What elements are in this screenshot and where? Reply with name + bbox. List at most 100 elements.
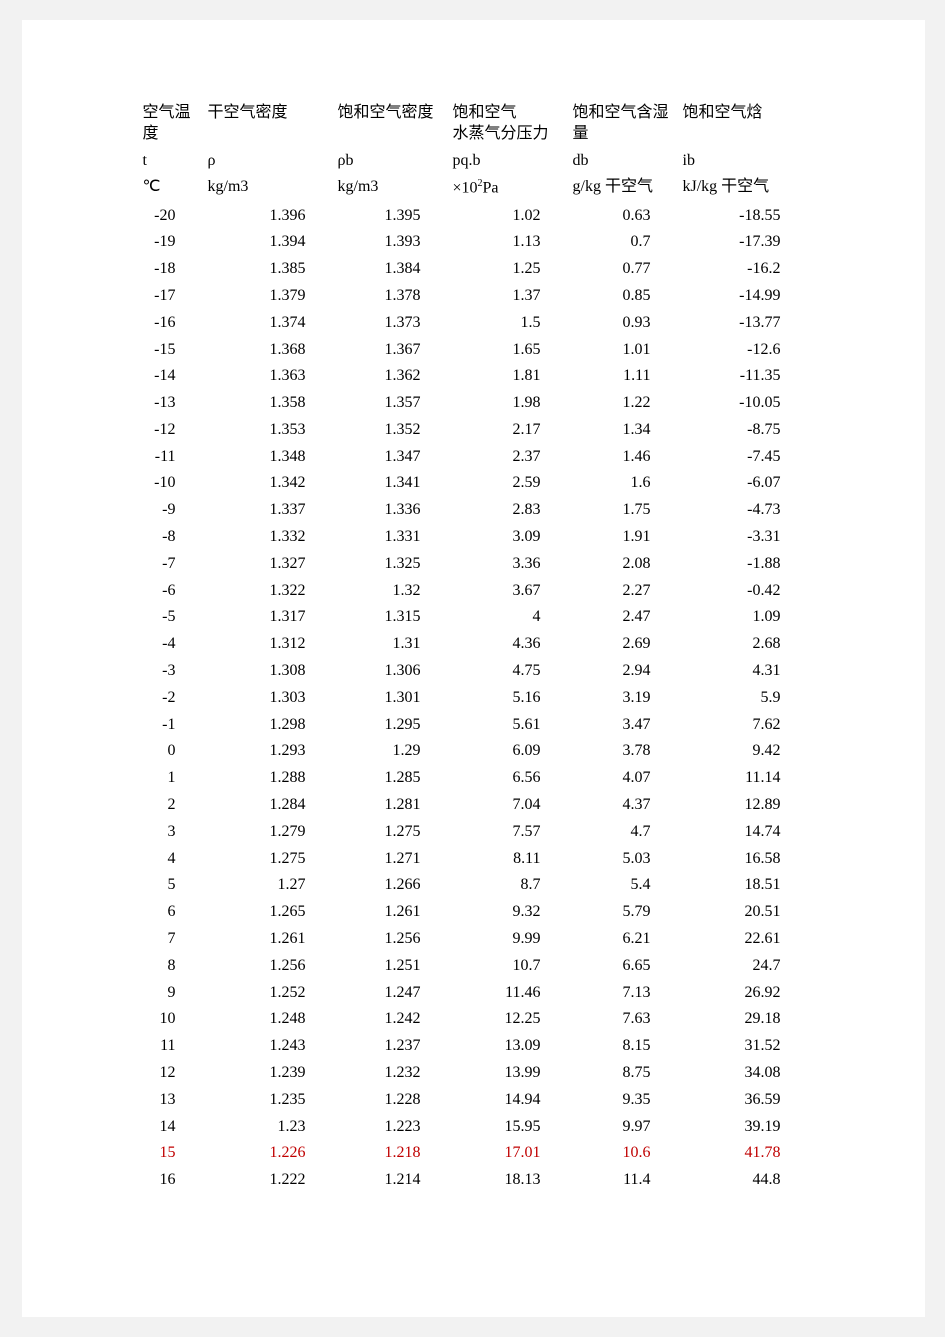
table-row: 61.2651.2619.325.7920.51	[139, 899, 809, 926]
table-row: -81.3321.3313.091.91-3.31	[139, 524, 809, 551]
table-cell: 2.37	[449, 444, 569, 471]
table-cell: 1.29	[334, 738, 449, 765]
table-cell: 1.363	[204, 363, 334, 390]
table-cell: 1.256	[204, 953, 334, 980]
table-row: -11.2981.2955.613.477.62	[139, 712, 809, 739]
table-cell: 5	[139, 872, 204, 899]
table-cell: 3.47	[569, 712, 679, 739]
table-cell: 0.77	[569, 256, 679, 283]
table-cell: 1.327	[204, 551, 334, 578]
table-row: -141.3631.3621.811.11-11.35	[139, 363, 809, 390]
table-cell: 1.91	[569, 524, 679, 551]
table-row: 41.2751.2718.115.0316.58	[139, 846, 809, 873]
table-cell: 1.393	[334, 229, 449, 256]
table-cell: 1.352	[334, 417, 449, 444]
table-cell: 1.362	[334, 363, 449, 390]
table-cell: 13.99	[449, 1060, 569, 1087]
table-row: 141.231.22315.959.9739.19	[139, 1114, 809, 1141]
table-cell: 1.303	[204, 685, 334, 712]
table-cell: 3.67	[449, 578, 569, 605]
table-cell: 6	[139, 899, 204, 926]
table-row: 51.271.2668.75.418.51	[139, 872, 809, 899]
table-cell: 1.46	[569, 444, 679, 471]
table-cell: -13	[139, 390, 204, 417]
unit-kg-m3-sat: kg/m3	[334, 174, 449, 202]
table-cell: 0.93	[569, 310, 679, 337]
header-row-units: ℃ kg/m3 kg/m3 ×102Pa g/kg 干空气 kJ/kg 干空气	[139, 174, 809, 202]
table-cell: 1.285	[334, 765, 449, 792]
header-dry-density: 干空气密度	[204, 100, 334, 148]
table-cell: -6.07	[679, 470, 809, 497]
table-cell: 7.62	[679, 712, 809, 739]
table-cell: 1.395	[334, 203, 449, 230]
table-cell: 9.42	[679, 738, 809, 765]
table-cell: 31.52	[679, 1033, 809, 1060]
table-cell: 1.348	[204, 444, 334, 471]
table-cell: 1.266	[334, 872, 449, 899]
table-cell: 2.83	[449, 497, 569, 524]
table-cell: 11.14	[679, 765, 809, 792]
table-row: 71.2611.2569.996.2122.61	[139, 926, 809, 953]
table-row: 161.2221.21418.1311.444.8	[139, 1167, 809, 1194]
table-cell: 2	[139, 792, 204, 819]
table-cell: 1.01	[569, 337, 679, 364]
table-cell: 36.59	[679, 1087, 809, 1114]
table-cell: 1.243	[204, 1033, 334, 1060]
table-cell: 0.7	[569, 229, 679, 256]
table-cell: 1.322	[204, 578, 334, 605]
table-cell: 1.353	[204, 417, 334, 444]
table-cell: 6.09	[449, 738, 569, 765]
table-cell: 1.271	[334, 846, 449, 873]
header-enthalpy: 饱和空气焓	[679, 100, 809, 148]
table-cell: 11.46	[449, 980, 569, 1007]
table-row: 21.2841.2817.044.3712.89	[139, 792, 809, 819]
table-cell: -2	[139, 685, 204, 712]
table-cell: 1.222	[204, 1167, 334, 1194]
table-cell: 1.09	[679, 604, 809, 631]
table-cell: 1.37	[449, 283, 569, 310]
table-cell: 1.385	[204, 256, 334, 283]
table-cell: 4.37	[569, 792, 679, 819]
table-cell: 1.298	[204, 712, 334, 739]
table-cell: 1.331	[334, 524, 449, 551]
table-cell: -1	[139, 712, 204, 739]
header-humidity-ratio: 饱和空气含湿量	[569, 100, 679, 148]
table-cell: -4.73	[679, 497, 809, 524]
table-row: 151.2261.21817.0110.641.78	[139, 1140, 809, 1167]
table-cell: 22.61	[679, 926, 809, 953]
table-row: 101.2481.24212.257.6329.18	[139, 1006, 809, 1033]
table-cell: 1.308	[204, 658, 334, 685]
table-cell: -11.35	[679, 363, 809, 390]
table-cell: -12.6	[679, 337, 809, 364]
table-cell: -0.42	[679, 578, 809, 605]
table-cell: -17.39	[679, 229, 809, 256]
header-row-symbols: t ρ ρb pq.b db ib	[139, 148, 809, 175]
unit-pa: ×102Pa	[449, 174, 569, 202]
table-cell: -18	[139, 256, 204, 283]
unit-g-per-kg: g/kg 干空气	[569, 174, 679, 202]
table-cell: 17.01	[449, 1140, 569, 1167]
symbol-rho: ρ	[204, 148, 334, 175]
table-cell: 7.04	[449, 792, 569, 819]
table-cell: 1	[139, 765, 204, 792]
table-cell: 10	[139, 1006, 204, 1033]
table-cell: 0.85	[569, 283, 679, 310]
table-cell: 1.75	[569, 497, 679, 524]
table-cell: 1.384	[334, 256, 449, 283]
table-row: -61.3221.323.672.27-0.42	[139, 578, 809, 605]
table-cell: 2.59	[449, 470, 569, 497]
table-cell: 1.27	[204, 872, 334, 899]
table-cell: 1.396	[204, 203, 334, 230]
table-cell: 4.36	[449, 631, 569, 658]
table-cell: 3.36	[449, 551, 569, 578]
table-cell: -10	[139, 470, 204, 497]
table-cell: 1.347	[334, 444, 449, 471]
table-cell: 15	[139, 1140, 204, 1167]
table-cell: -3	[139, 658, 204, 685]
unit-pa-suffix: Pa	[483, 180, 499, 197]
table-cell: -9	[139, 497, 204, 524]
table-row: 91.2521.24711.467.1326.92	[139, 980, 809, 1007]
table-cell: 1.252	[204, 980, 334, 1007]
table-cell: 12	[139, 1060, 204, 1087]
table-cell: 39.19	[679, 1114, 809, 1141]
